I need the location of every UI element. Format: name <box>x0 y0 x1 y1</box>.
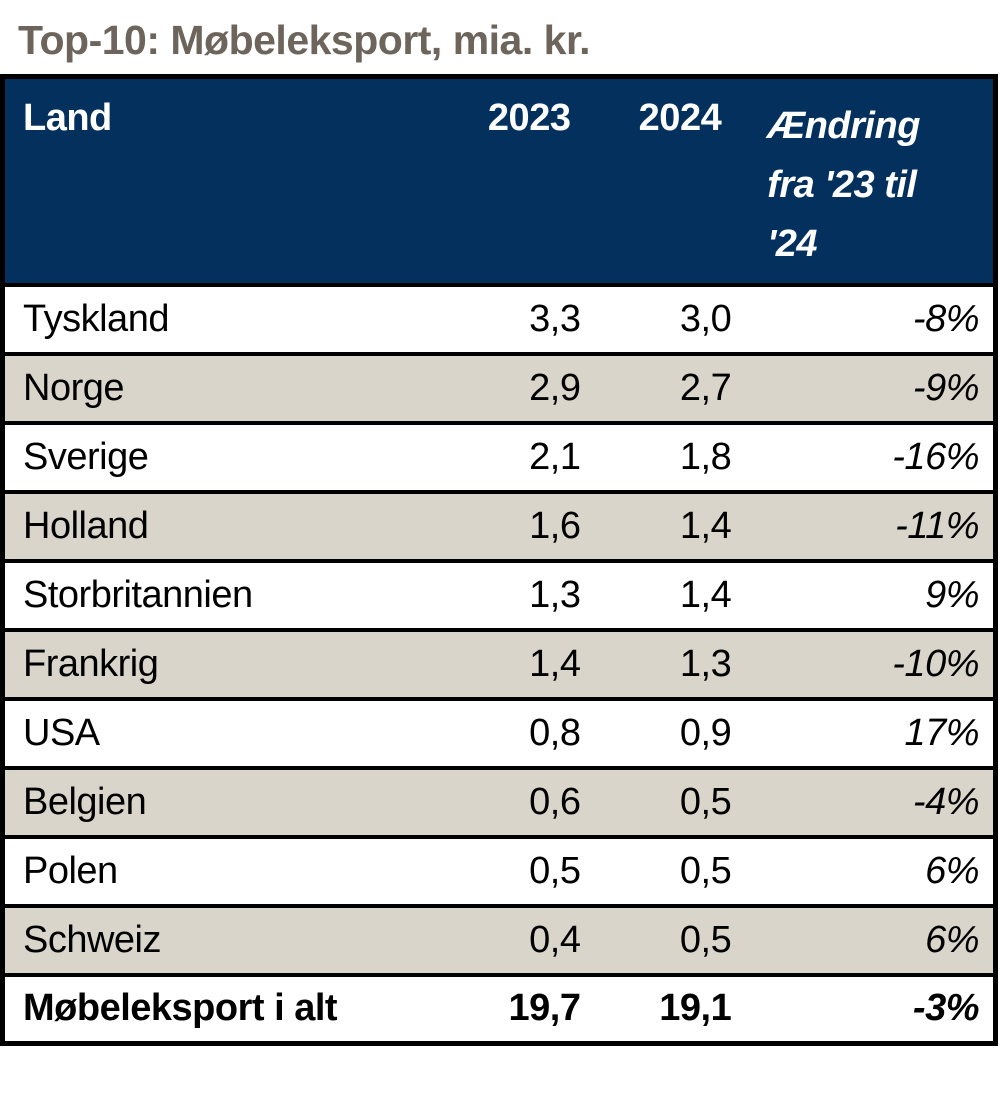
cell-2024: 1,4 <box>596 558 748 630</box>
cell-2023: 3,3 <box>432 282 597 354</box>
cell-land: Norge <box>2 351 433 423</box>
cell-2023: 1,6 <box>432 489 597 561</box>
cell-change: 6% <box>747 903 996 975</box>
column-header-2023: 2023 <box>432 76 597 285</box>
cell-2024: 1,3 <box>596 627 748 699</box>
cell-total-label: Møbeleksport i alt <box>2 972 433 1044</box>
column-header-land: Land <box>2 76 433 285</box>
cell-land: Holland <box>2 489 433 561</box>
cell-total-change: -3% <box>747 972 996 1044</box>
table-row-storbritannien: Storbritannien 1,3 1,4 9% <box>2 558 996 630</box>
cell-2024: 1,8 <box>596 420 748 492</box>
cell-land: Frankrig <box>2 627 433 699</box>
cell-total-2023: 19,7 <box>432 972 597 1044</box>
cell-change: 9% <box>747 558 996 630</box>
table-row-polen: Polen 0,5 0,5 6% <box>2 834 996 906</box>
cell-land: Polen <box>2 834 433 906</box>
table-row-schweiz: Schweiz 0,4 0,5 6% <box>2 903 996 975</box>
cell-land: Tyskland <box>2 282 433 354</box>
cell-change: 17% <box>747 696 996 768</box>
table-row-sverige: Sverige 2,1 1,8 -16% <box>2 420 996 492</box>
table-footer: Møbeleksport i alt 19,7 19,1 -3% <box>2 972 996 1044</box>
cell-2023: 0,8 <box>432 696 597 768</box>
cell-change: 6% <box>747 834 996 906</box>
cell-2023: 0,5 <box>432 834 597 906</box>
cell-2023: 0,6 <box>432 765 597 837</box>
cell-change: -10% <box>747 627 996 699</box>
column-header-2024: 2024 <box>596 76 748 285</box>
cell-2024: 1,4 <box>596 489 748 561</box>
cell-2023: 0,4 <box>432 903 597 975</box>
cell-2024: 0,5 <box>596 834 748 906</box>
table-body: Tyskland 3,3 3,0 -8% Norge 2,9 2,7 -9% S… <box>2 282 996 975</box>
table-row-belgien: Belgien 0,6 0,5 -4% <box>2 765 996 837</box>
cell-change: -9% <box>747 351 996 423</box>
furniture-export-table: Land 2023 2024 Ændring fra '23 til '24 T… <box>0 74 998 1047</box>
total-row: Møbeleksport i alt 19,7 19,1 -3% <box>2 972 996 1044</box>
cell-2024: 0,5 <box>596 765 748 837</box>
cell-change: -4% <box>747 765 996 837</box>
cell-2024: 2,7 <box>596 351 748 423</box>
table-row-holland: Holland 1,6 1,4 -11% <box>2 489 996 561</box>
table-row-tyskland: Tyskland 3,3 3,0 -8% <box>2 282 996 354</box>
cell-2023: 1,4 <box>432 627 597 699</box>
cell-2024: 0,9 <box>596 696 748 768</box>
header-row: Land 2023 2024 Ændring fra '23 til '24 <box>2 76 996 285</box>
cell-change: -11% <box>747 489 996 561</box>
cell-land: Schweiz <box>2 903 433 975</box>
cell-2024: 0,5 <box>596 903 748 975</box>
column-header-change: Ændring fra '23 til '24 <box>747 76 996 285</box>
table-row-norge: Norge 2,9 2,7 -9% <box>2 351 996 423</box>
cell-2024: 3,0 <box>596 282 748 354</box>
cell-2023: 2,9 <box>432 351 597 423</box>
cell-2023: 1,3 <box>432 558 597 630</box>
cell-2023: 2,1 <box>432 420 597 492</box>
cell-land: Belgien <box>2 765 433 837</box>
table-header: Land 2023 2024 Ændring fra '23 til '24 <box>2 76 996 285</box>
cell-land: USA <box>2 696 433 768</box>
table-row-usa: USA 0,8 0,9 17% <box>2 696 996 768</box>
column-header-change-label: Ændring fra '23 til '24 <box>767 105 920 265</box>
cell-land: Sverige <box>2 420 433 492</box>
cell-total-2024: 19,1 <box>596 972 748 1044</box>
cell-land: Storbritannien <box>2 558 433 630</box>
cell-change: -16% <box>747 420 996 492</box>
page-title: Top-10: Møbeleksport, mia. kr. <box>18 17 591 63</box>
table-row-frankrig: Frankrig 1,4 1,3 -10% <box>2 627 996 699</box>
cell-change: -8% <box>747 282 996 354</box>
